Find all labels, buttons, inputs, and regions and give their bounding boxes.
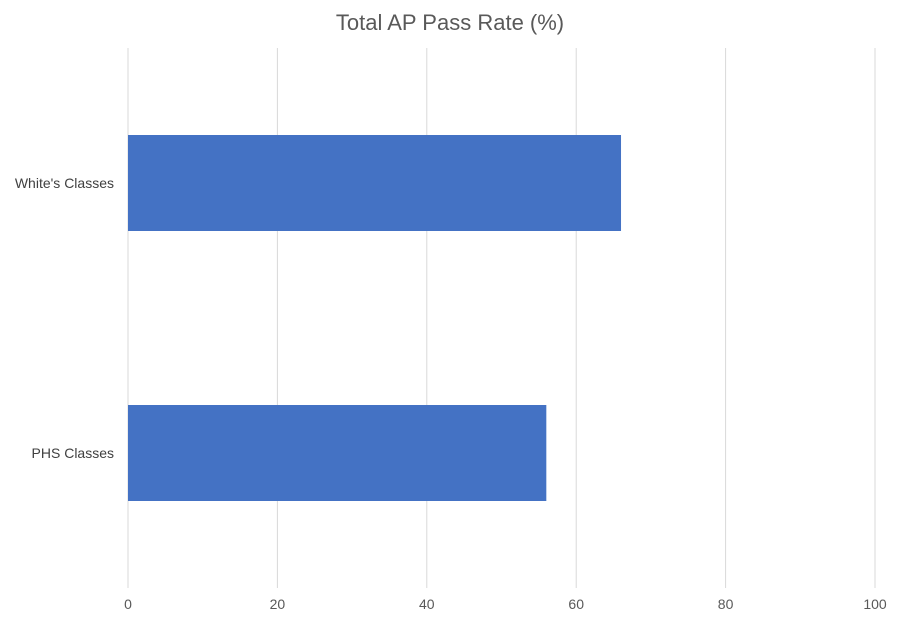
bars xyxy=(128,135,622,501)
x-tick-label: 20 xyxy=(270,596,286,612)
category-label: PHS Classes xyxy=(32,445,114,461)
x-tick-label: 0 xyxy=(124,596,132,612)
value-axis: 0 20 40 60 80 100 xyxy=(124,596,887,612)
bar xyxy=(128,405,547,501)
x-tick-label: 80 xyxy=(718,596,734,612)
category-label: White's Classes xyxy=(15,175,114,191)
bar xyxy=(128,135,622,231)
chart-title: Total AP Pass Rate (%) xyxy=(336,10,564,35)
category-axis: White's Classes PHS Classes xyxy=(15,175,114,461)
x-tick-label: 40 xyxy=(419,596,435,612)
x-tick-label: 100 xyxy=(863,596,887,612)
x-tick-label: 60 xyxy=(568,596,584,612)
gridlines xyxy=(127,48,876,588)
